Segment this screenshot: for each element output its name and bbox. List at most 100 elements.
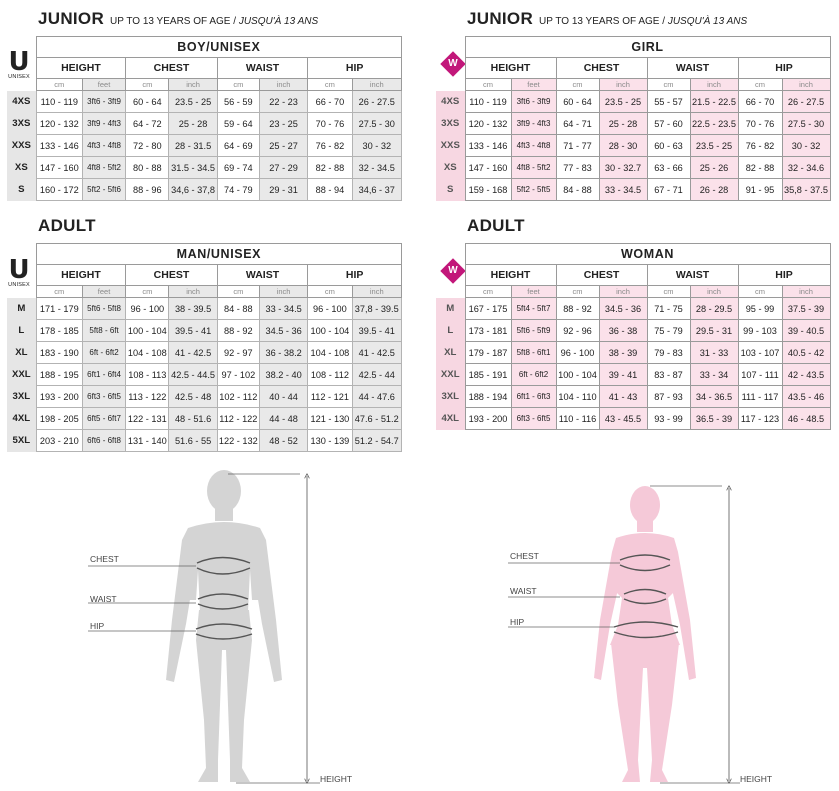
table-row: S 159 - 168 5ft2 - 5ft5 84 - 88 33 - 34.5 67 … — [436, 178, 831, 201]
girl-size-table: GIRL HEIGHT CHEST WAIST HIP cm feet cm inch cm inc… — [436, 36, 831, 201]
size-label: 3XL — [7, 385, 37, 408]
table-row: 4XS 110 - 119 3ft6 - 3ft9 60 - 64 23.5 - 25 5… — [7, 90, 403, 113]
table-cell: 5ft2 - 5ft5 — [510, 178, 557, 201]
table-row: 5XL 203 - 210 6ft6 - 6ft8 131 - 140 51.6 - 5… — [7, 429, 403, 452]
size-label: L — [7, 319, 37, 342]
table-cell: 5ft6 - 5ft8 — [81, 297, 127, 320]
size-label: S — [7, 178, 37, 201]
table-cell: 122 - 132 — [216, 429, 260, 452]
table-row: S 160 - 172 5ft2 - 5ft6 88 - 96 34,6 - 37,8 7… — [7, 178, 403, 201]
size-label: XL — [7, 341, 37, 364]
table-cell: 48 - 51.6 — [168, 407, 218, 430]
table-cell: 40.5 - 42 — [781, 341, 831, 364]
table-cell: 3ft6 - 3ft9 — [510, 90, 557, 113]
table-row: L 178 - 185 5ft8 - 6ft 100 - 104 39.5 - 41 88… — [7, 319, 403, 342]
man-chest-loop — [196, 556, 251, 575]
table-row: XS 147 - 160 4ft8 - 5ft2 77 - 83 30 - 32.7 63… — [436, 156, 831, 179]
man-measure-lines — [88, 474, 320, 784]
table-cell: 25 - 28 — [168, 112, 218, 135]
table-cell: 6ft1 - 6ft4 — [81, 363, 127, 386]
junior-subtitle-en: UP TO 13 YEARS OF AGE / — [110, 16, 237, 27]
size-label: M — [7, 297, 37, 320]
junior-subtitle-en: UP TO 13 YEARS OF AGE / — [539, 16, 666, 27]
table-cell: 27.5 - 30 — [351, 112, 403, 135]
size-label: 3XL — [436, 385, 465, 408]
table-cell: 28 - 31.5 — [168, 134, 218, 157]
table-row: 3XL 188 - 194 6ft1 - 6ft3 104 - 110 41 - 43 8… — [436, 385, 831, 408]
table-cell: 23.5 - 25 — [168, 90, 218, 113]
adult-heading-right: ADULT — [467, 216, 525, 235]
boy-unisex-size-table: BOY/UNISEX HEIGHT CHEST WAIST HIP cm feet cm inc… — [7, 36, 403, 201]
junior-subtitle-fr: JUSQU'À 13 ANS — [667, 16, 748, 27]
table-cell: 34.5 - 36 — [598, 297, 648, 320]
table-cell: 26 - 27.5 — [781, 90, 831, 113]
table-cell: 6ft3 - 6ft5 — [510, 407, 557, 430]
unisex-logo-letter: U — [8, 255, 30, 285]
table-cell: 3ft6 - 3ft9 — [81, 90, 127, 113]
unit-header: inch — [598, 78, 648, 91]
table-cell: 39 - 40.5 — [781, 319, 831, 342]
size-label: 3XS — [7, 112, 37, 135]
table-cell: 33 - 34.5 — [598, 178, 648, 201]
table-cell: 47.6 - 51.2 — [351, 407, 403, 430]
table-cell: 40 - 44 — [258, 385, 309, 408]
table-cell: 131 - 140 — [125, 429, 170, 452]
table-cell: 48 - 52 — [258, 429, 309, 452]
adult-heading-left: ADULT — [38, 216, 96, 235]
table-cell: 25 - 27 — [258, 134, 309, 157]
size-label: XL — [436, 341, 465, 364]
table-cell: 34,6 - 37 — [351, 178, 403, 201]
table-cell: 27 - 29 — [258, 156, 309, 179]
table-cell: 27.5 - 30 — [781, 112, 831, 135]
man-waist-label: WAIST — [90, 594, 117, 604]
table-cell: 21.5 - 22.5 — [689, 90, 739, 113]
table-cell: 5ft6 - 5ft9 — [510, 319, 557, 342]
table-row: M 167 - 175 5ft4 - 5ft7 88 - 92 34.5 - 36 71 … — [436, 297, 831, 320]
unit-header: inch — [258, 285, 309, 298]
table-cell: 23.5 - 25 — [689, 134, 739, 157]
man-tape-loops — [195, 556, 253, 640]
measure-header: CHEST — [125, 57, 218, 79]
unisex-logo: U UNISEX — [7, 47, 31, 80]
table-cell: 5ft4 - 5ft7 — [510, 297, 557, 320]
table-cell: 46 - 48.5 — [781, 407, 831, 430]
measure-header: HEIGHT — [464, 57, 557, 79]
woman-waist-label: WAIST — [510, 586, 537, 596]
junior-title: JUNIOR — [467, 9, 534, 28]
table-cell: 84 - 88 — [216, 297, 260, 320]
woman-hip-loop — [613, 621, 679, 639]
junior-subtitle-fr: JUSQU'À 13 ANS — [238, 16, 319, 27]
table-cell: 30 - 32.7 — [598, 156, 648, 179]
unit-header: inch — [351, 78, 403, 91]
man-hip-loop — [195, 623, 253, 640]
size-label: XS — [7, 156, 37, 179]
table-cell: 3ft9 - 4ft3 — [510, 112, 557, 135]
size-label: 5XL — [7, 429, 37, 452]
table-cell: 30 - 32 — [351, 134, 403, 157]
table-cell: 31 - 33 — [689, 341, 739, 364]
table-cell: 74 - 79 — [216, 178, 260, 201]
table-cell: 23 - 25 — [258, 112, 309, 135]
table-cell: 26 - 27.5 — [351, 90, 403, 113]
table-cell: 5ft8 - 6ft1 — [510, 341, 557, 364]
unisex-logo: U UNISEX — [7, 255, 31, 288]
table-cell: 26 - 28 — [689, 178, 739, 201]
woman-figure — [594, 486, 696, 782]
size-label: XXS — [7, 134, 37, 157]
table-row: 4XL 198 - 205 6ft5 - 6ft7 122 - 131 48 - 51.… — [7, 407, 403, 430]
table-cell: 51.2 - 54.7 — [351, 429, 403, 452]
size-label: XXS — [436, 134, 465, 157]
size-label: L — [436, 319, 465, 342]
unisex-logo-letter: U — [8, 47, 30, 77]
table-cell: 32 - 34.5 — [351, 156, 403, 179]
table-cell: 84 - 88 — [555, 178, 600, 201]
unit-header: inch — [168, 285, 218, 298]
size-label: M — [436, 297, 465, 320]
size-label: XS — [436, 156, 465, 179]
unit-header: inch — [258, 78, 309, 91]
woman-waist-loop — [623, 588, 667, 605]
size-label: 4XL — [436, 407, 465, 430]
woman-tape-loops — [613, 554, 679, 639]
woman-chest-loop — [619, 554, 671, 572]
